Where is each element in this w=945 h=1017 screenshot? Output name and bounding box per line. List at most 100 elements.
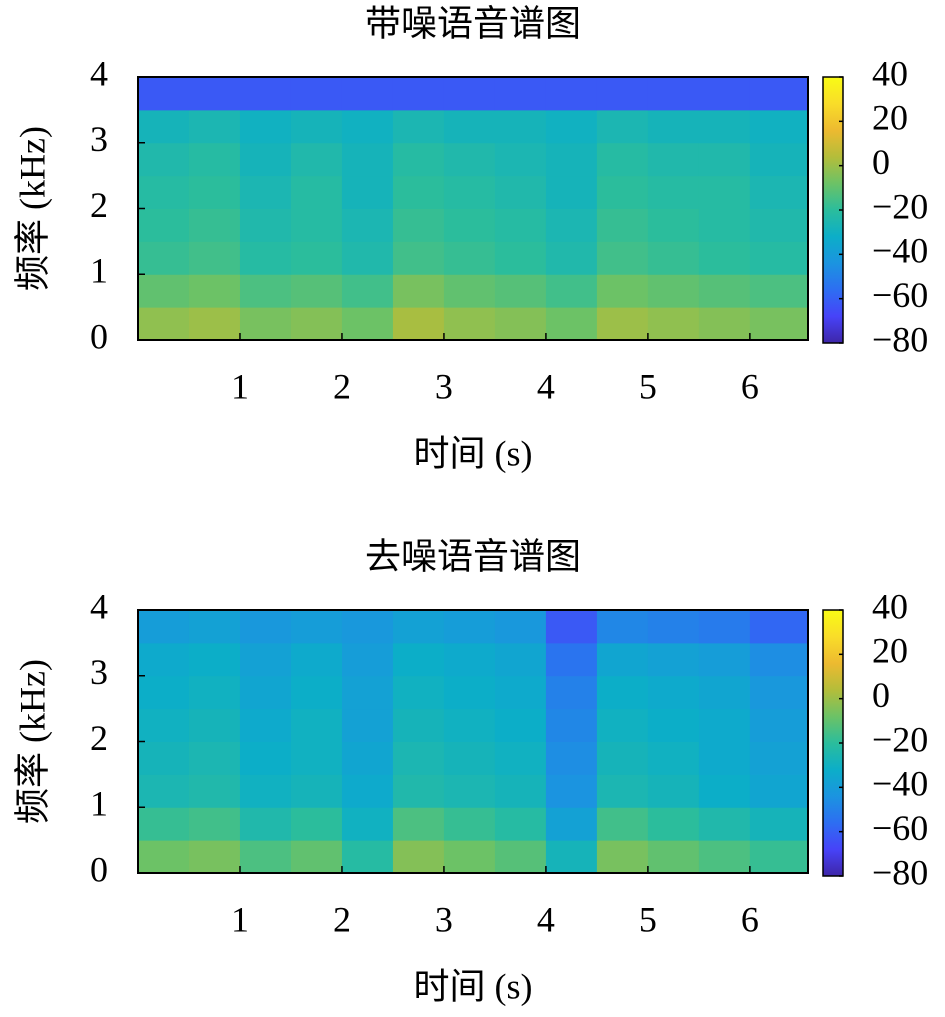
heatmap-cell [596,307,649,341]
heatmap-cell [392,610,445,644]
heatmap-cell [698,610,751,644]
heatmap-cell [290,241,343,275]
heatmap-cell [188,142,241,177]
heatmap-cell [138,642,190,677]
heatmap-cell [443,708,496,742]
heatmap-cell [290,208,343,242]
heatmap-cell [341,274,394,308]
heatmap-cell [698,774,751,808]
heatmap-cell [596,840,649,874]
heatmap-cell [239,708,292,742]
heatmap-cell [138,307,190,341]
heatmap-cell [749,708,809,742]
x-axis-label: 时间 (s) [414,966,533,1006]
heatmap-cell [647,840,700,874]
heatmap-cell [188,840,241,874]
heatmap-cell [138,77,190,111]
heatmap-cell [443,307,496,341]
heatmap-cell [698,208,751,242]
heatmap-cell [494,208,547,242]
chart-title: 去噪语音谱图 [365,536,581,576]
heatmap-cell [188,807,241,841]
heatmap-cell [392,642,445,677]
heatmap-cell [188,307,241,341]
x-tick-label: 6 [741,899,759,939]
heatmap-cell [698,274,751,308]
heatmap-cell [647,274,700,308]
heatmap-cell [545,741,598,775]
heatmap-cell [596,642,649,677]
heatmap-cell [545,142,598,177]
heatmap-cell [290,610,343,644]
heatmap-cell [290,274,343,308]
heatmap-cell [188,274,241,308]
heatmap-cell [290,175,343,209]
heatmap-cell [545,807,598,841]
heatmap-cell [749,208,809,242]
heatmap-cell [749,610,809,644]
heatmap-cell [239,642,292,677]
colorbar-tick-label: −40 [872,764,928,804]
heatmap-cell [647,208,700,242]
heatmap-cell [494,241,547,275]
x-tick-label: 1 [231,366,249,406]
heatmap-cell [545,77,598,111]
heatmap-cell [494,109,547,144]
heatmap-cell [138,175,190,209]
heatmap-cell [596,807,649,841]
heatmap-cell [138,675,190,710]
y-tick-label: 3 [90,652,108,692]
heatmap-cell [596,708,649,742]
heatmap-cell [443,274,496,308]
heatmap-cell [647,241,700,275]
heatmap-cell [647,741,700,775]
heatmap-cell [392,274,445,308]
heatmap-cell [545,307,598,341]
colorbar-tick-label: −80 [872,852,928,892]
heatmap-cell [596,741,649,775]
heatmap-cell [545,675,598,710]
heatmap-cell [749,840,809,874]
heatmap-cell [392,774,445,808]
colorbar-tick-label: 40 [872,586,908,626]
heatmap-cell [392,675,445,710]
y-tick-label: 0 [90,316,108,356]
heatmap-cell [239,807,292,841]
heatmap-cell [188,77,241,111]
y-tick-label: 1 [90,251,108,291]
heatmap-cell [443,208,496,242]
heatmap-cell [443,610,496,644]
heatmap-cell [239,741,292,775]
heatmap-cell [545,109,598,144]
heatmap-cell [138,610,190,644]
heatmap-cell [494,307,547,341]
heatmap-cell [392,840,445,874]
heatmap-cell [749,109,809,144]
x-tick-label: 5 [639,899,657,939]
heatmap-cell [749,142,809,177]
heatmap-cell [341,675,394,710]
x-axis-label: 时间 (s) [414,433,533,473]
heatmap-cell [188,675,241,710]
heatmap-cell [545,274,598,308]
x-tick-label: 2 [333,366,351,406]
heatmap-cell [698,807,751,841]
heatmap-cell [341,774,394,808]
heatmap-cell [443,142,496,177]
heatmap-cell [290,708,343,742]
heatmap-cell [494,610,547,644]
heatmap-cell [392,142,445,177]
heatmap-cell [341,77,394,111]
heatmap-cell [341,610,394,644]
heatmap-cell [596,175,649,209]
heatmap-cell [647,610,700,644]
heatmap-cell [647,175,700,209]
heatmap-cell [239,241,292,275]
heatmap-cell [596,241,649,275]
heatmap-cell [138,807,190,841]
heatmap-cell [443,675,496,710]
heatmap-cell [596,109,649,144]
heatmap-cell [188,774,241,808]
heatmap-cell [698,142,751,177]
